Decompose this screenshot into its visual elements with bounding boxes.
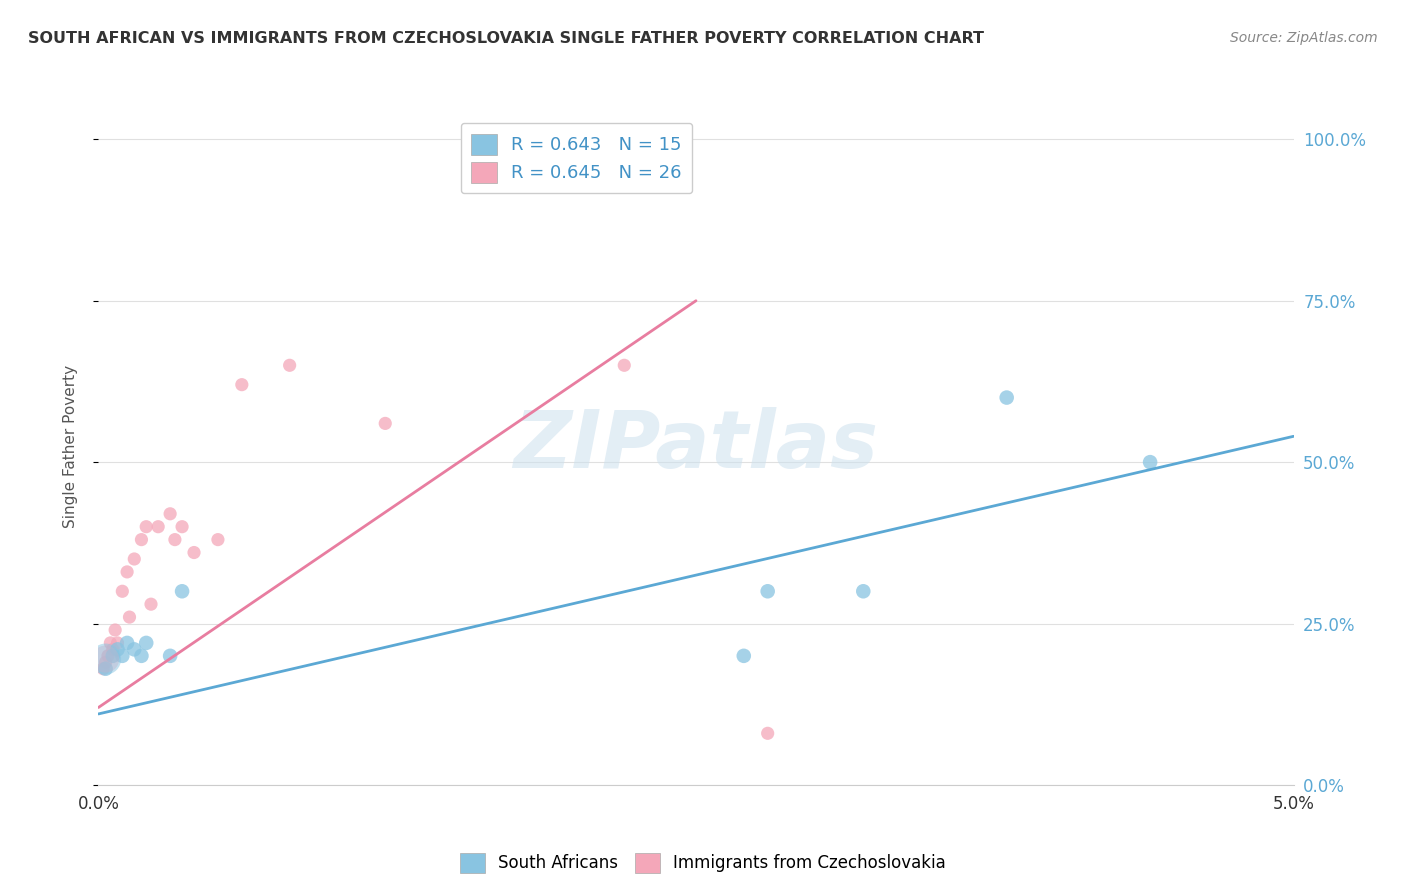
Point [1139, 455, 1161, 469]
Point [115, 636, 138, 650]
Point [207, 533, 229, 547]
Point [613, 359, 636, 373]
Point [131, 533, 153, 547]
Legend: South Africans, Immigrants from Czechoslovakia: South Africans, Immigrants from Czechosl… [453, 847, 953, 880]
Point [172, 519, 194, 533]
Point [470, 145, 492, 160]
Point [733, 648, 755, 663]
Point [374, 417, 396, 431]
Point [852, 584, 875, 599]
Point [97, 648, 120, 663]
Point [107, 636, 129, 650]
Point [115, 565, 138, 579]
Point [91, 662, 114, 676]
Point [111, 584, 134, 599]
Point [756, 584, 779, 599]
Text: ZIPatlas: ZIPatlas [513, 407, 879, 485]
Point [107, 642, 129, 657]
Point [111, 648, 134, 663]
Point [172, 584, 194, 599]
Y-axis label: Single Father Poverty: Single Father Poverty [63, 365, 77, 527]
Point [183, 545, 205, 559]
Point [278, 359, 301, 373]
Point [101, 642, 124, 657]
Point [101, 648, 124, 663]
Point [124, 552, 146, 566]
Point [94, 655, 117, 669]
Point [139, 597, 162, 611]
Point [135, 519, 157, 533]
Point [124, 642, 146, 657]
Point [159, 648, 181, 663]
Point [231, 377, 253, 392]
Text: Source: ZipAtlas.com: Source: ZipAtlas.com [1230, 31, 1378, 45]
Point [131, 648, 153, 663]
Point [118, 610, 141, 624]
Point [98, 636, 122, 650]
Point [756, 726, 779, 740]
Point [995, 391, 1018, 405]
Point [104, 623, 127, 637]
Text: SOUTH AFRICAN VS IMMIGRANTS FROM CZECHOSLOVAKIA SINGLE FATHER POVERTY CORRELATIO: SOUTH AFRICAN VS IMMIGRANTS FROM CZECHOS… [28, 31, 984, 46]
Point [94, 662, 117, 676]
Point [135, 636, 157, 650]
Point [148, 519, 170, 533]
Point [163, 533, 186, 547]
Point [94, 652, 117, 666]
Legend: R = 0.643   N = 15, R = 0.645   N = 26: R = 0.643 N = 15, R = 0.645 N = 26 [461, 123, 692, 194]
Point [94, 652, 117, 666]
Point [159, 507, 181, 521]
